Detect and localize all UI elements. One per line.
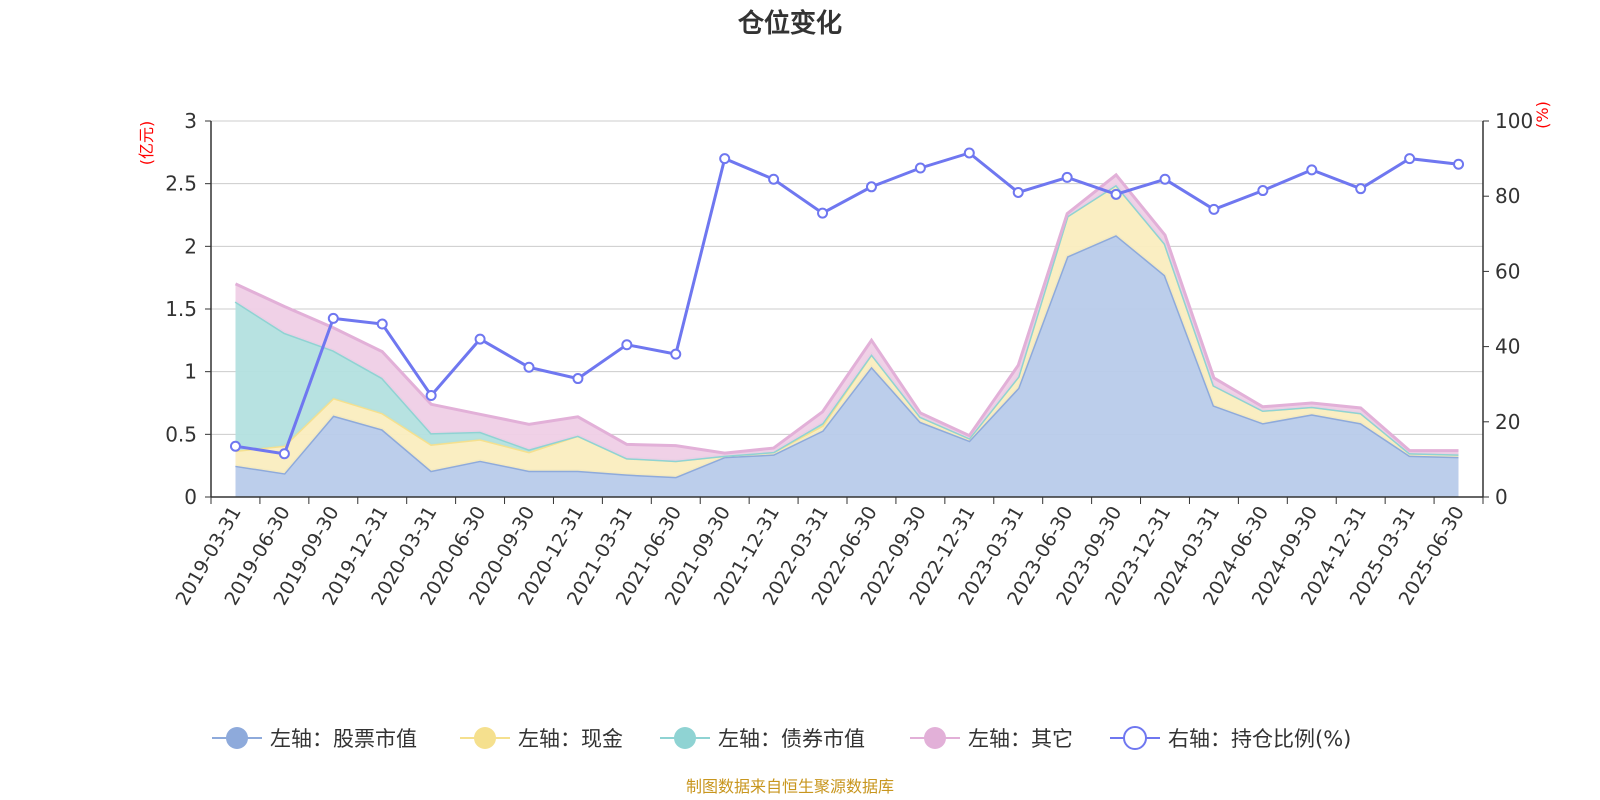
holding-ratio-point [670, 348, 682, 360]
area-fill [235, 184, 1459, 477]
legend-swatch-marker [226, 727, 248, 749]
holding-ratio-point [1257, 185, 1269, 197]
area-series-layer [234, 172, 1459, 497]
area-fill [235, 235, 1459, 497]
legend-label: 左轴：现金 [518, 727, 623, 751]
left-axis-tick-label: 1 [184, 360, 197, 384]
holding-ratio-point [963, 147, 975, 159]
legend-label: 右轴：持仓比例(%) [1168, 727, 1351, 751]
chart-title: 仓位变化 [737, 8, 842, 39]
holding-ratio-point [1306, 164, 1318, 176]
holding-ratio-point [572, 373, 584, 385]
legend-label: 左轴：债券市值 [718, 727, 865, 751]
holding-ratio-point [865, 181, 877, 193]
right-axis-tick-label: 40 [1495, 335, 1520, 359]
holding-ratio-point [523, 361, 535, 373]
right-axis-tick-label: 60 [1495, 259, 1520, 283]
legend-label: 左轴：其它 [968, 727, 1073, 751]
holding-ratio-point [621, 339, 633, 351]
data-source-note: 制图数据来自恒生聚源数据库 [686, 777, 894, 796]
holding-ratio-line [235, 151, 1459, 456]
right-axis-tick-label: 0 [1495, 485, 1508, 509]
right-axis-tick-label: 20 [1495, 410, 1520, 434]
right-axis-tick-label: 100 [1495, 109, 1533, 133]
left-axis-tick-label: 1.5 [165, 297, 197, 321]
holding-ratio-point [817, 207, 829, 219]
legend-swatch-marker [674, 727, 696, 749]
right-axis-tick-label: 80 [1495, 184, 1520, 208]
left-axis-tick-label: 2.5 [165, 172, 197, 196]
legend: 左轴：股票市值 左轴：现金 左轴：债券市值 左轴：其它 右轴：持仓比例(%) [212, 726, 1351, 751]
holding-ratio-point [719, 153, 731, 165]
left-axis-tick-label: 3 [184, 109, 197, 133]
holding-ratio-point [914, 162, 926, 174]
holding-ratio-point [1355, 183, 1367, 195]
line-series-layer [229, 147, 1465, 460]
left-axis-tick-label: 0.5 [165, 422, 197, 446]
holding-ratio-point [474, 333, 486, 345]
holding-ratio-point [278, 448, 290, 460]
holding-ratio-point [1404, 153, 1416, 165]
holding-ratio-point [327, 312, 339, 324]
holding-ratio-point [1453, 158, 1465, 170]
holding-ratio-point [1012, 186, 1024, 198]
left-axis-unit: (亿元) [137, 121, 156, 166]
holding-ratio-point [768, 173, 780, 185]
area-top-line [234, 172, 1459, 455]
legend-swatch-marker [924, 727, 946, 749]
legend-label: 左轴：股票市值 [270, 727, 417, 751]
holding-ratio-point [376, 318, 388, 330]
holding-ratio-point [1110, 188, 1122, 200]
holding-ratio-point [1208, 203, 1220, 215]
right-axis-unit: (%) [1533, 101, 1552, 129]
legend-swatch-marker [474, 727, 496, 749]
left-axis-tick-label: 0 [184, 485, 197, 509]
holding-ratio-point [425, 389, 437, 401]
left-axis-tick-label: 2 [184, 234, 197, 258]
holding-ratio-point [1061, 171, 1073, 183]
holding-ratio-point [229, 440, 241, 452]
legend-swatch-marker [1123, 726, 1147, 750]
holding-ratio-point [1159, 173, 1171, 185]
